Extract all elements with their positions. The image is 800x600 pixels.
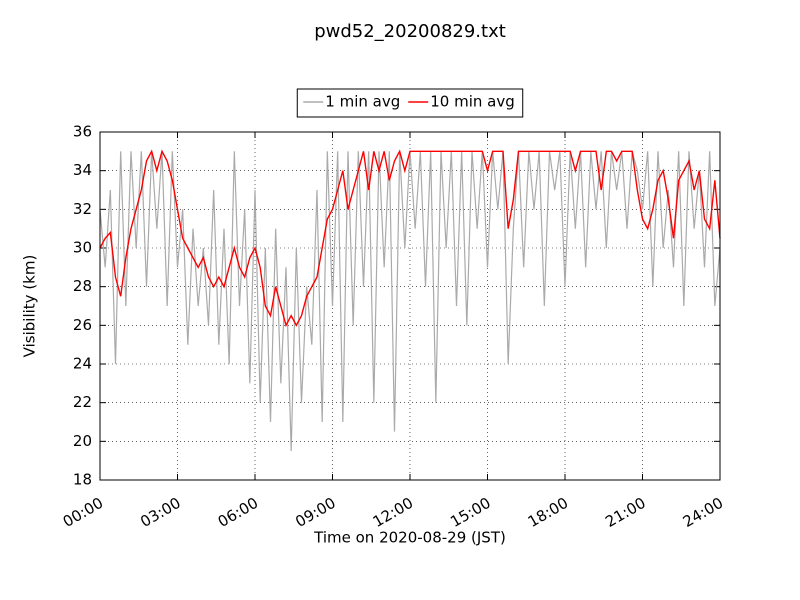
x-axis-label: Time on 2020-08-29 (JST) bbox=[313, 529, 506, 547]
y-tick-label: 18 bbox=[73, 471, 92, 489]
y-tick-label: 26 bbox=[73, 316, 92, 334]
series-line bbox=[99, 149, 721, 328]
chart-title: pwd52_20200829.txt bbox=[314, 21, 506, 42]
y-tick-label: 22 bbox=[73, 393, 92, 411]
legend-label: 1 min avg bbox=[325, 93, 400, 111]
legend-box bbox=[296, 88, 524, 118]
y-axis-label: Visibility (km) bbox=[21, 255, 39, 358]
y-tick-label: 24 bbox=[73, 355, 92, 373]
y-tick-label: 20 bbox=[73, 432, 92, 450]
legend: 1 min avg 10 min avg bbox=[296, 88, 524, 118]
legend-label: 10 min avg bbox=[430, 93, 515, 111]
y-tick-label: 28 bbox=[73, 277, 92, 295]
y-tick-label: 30 bbox=[73, 239, 92, 257]
y-tick-label: 36 bbox=[73, 123, 92, 141]
y-tick-label: 32 bbox=[73, 200, 92, 218]
plot-frame bbox=[99, 131, 721, 481]
y-tick-label: 34 bbox=[73, 161, 92, 179]
